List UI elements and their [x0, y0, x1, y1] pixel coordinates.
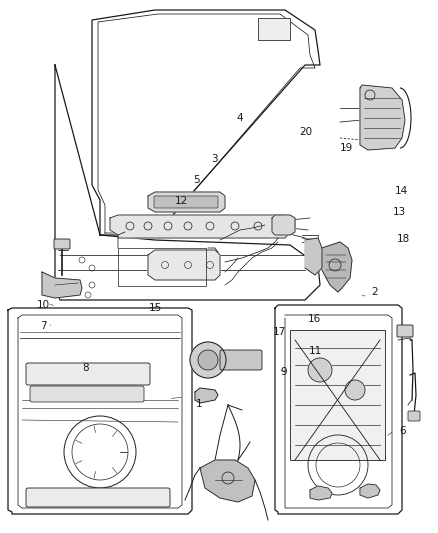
Polygon shape: [148, 192, 225, 212]
Text: 20: 20: [299, 127, 312, 137]
Polygon shape: [305, 238, 322, 275]
Text: 17: 17: [273, 327, 286, 336]
Text: 18: 18: [397, 234, 410, 244]
Polygon shape: [195, 388, 218, 403]
FancyBboxPatch shape: [26, 488, 170, 507]
FancyBboxPatch shape: [30, 386, 144, 402]
Circle shape: [308, 358, 332, 382]
Text: 1: 1: [196, 399, 203, 409]
Text: 5: 5: [193, 175, 200, 185]
FancyBboxPatch shape: [220, 350, 262, 370]
Text: 12: 12: [175, 197, 188, 206]
FancyBboxPatch shape: [290, 330, 385, 460]
Text: 4: 4: [237, 114, 244, 123]
Text: 9: 9: [280, 367, 287, 377]
FancyBboxPatch shape: [397, 325, 413, 337]
Circle shape: [190, 342, 226, 378]
Polygon shape: [148, 250, 220, 280]
Polygon shape: [360, 85, 405, 150]
Text: 3: 3: [211, 154, 218, 164]
Polygon shape: [360, 484, 380, 498]
FancyBboxPatch shape: [26, 363, 150, 385]
Polygon shape: [272, 215, 295, 235]
Circle shape: [345, 380, 365, 400]
Polygon shape: [110, 215, 295, 238]
FancyBboxPatch shape: [408, 411, 420, 421]
Text: 7: 7: [39, 321, 46, 331]
Text: 19: 19: [339, 143, 353, 153]
Text: 8: 8: [82, 363, 89, 373]
Polygon shape: [200, 460, 255, 502]
Polygon shape: [322, 242, 352, 292]
Text: 13: 13: [393, 207, 406, 217]
Text: 15: 15: [149, 303, 162, 313]
Text: 11: 11: [309, 346, 322, 356]
FancyBboxPatch shape: [54, 239, 70, 249]
Text: 14: 14: [395, 186, 408, 196]
Text: 6: 6: [399, 426, 406, 435]
Circle shape: [198, 350, 218, 370]
Polygon shape: [42, 272, 82, 298]
Text: 2: 2: [371, 287, 378, 297]
Polygon shape: [310, 486, 332, 500]
FancyBboxPatch shape: [154, 196, 218, 208]
Text: 16: 16: [308, 314, 321, 324]
FancyBboxPatch shape: [258, 18, 290, 40]
Text: 10: 10: [36, 300, 49, 310]
